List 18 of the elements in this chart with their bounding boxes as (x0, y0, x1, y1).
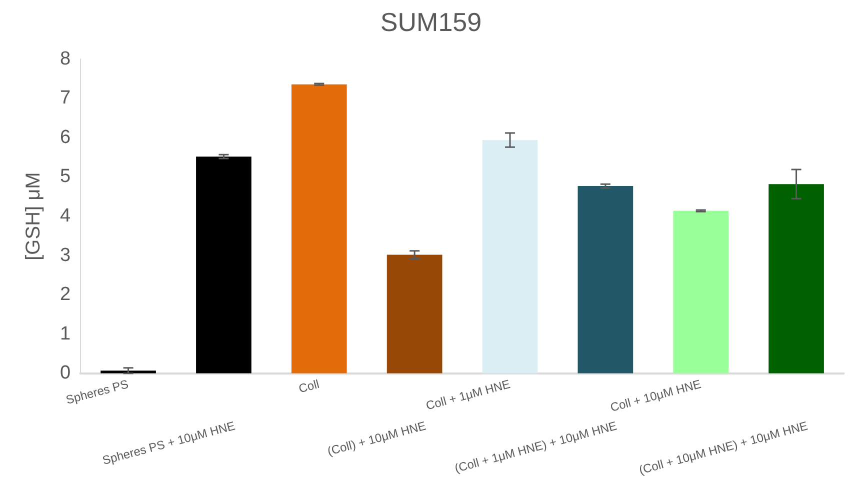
x-tick-label: (Coll + 1μM HNE) + 10μM HNE (453, 418, 618, 476)
x-tick-label: (Coll + 10μM HNE) + 10μM HNE (638, 418, 810, 478)
x-tick-label: (Coll) + 10μM HNE (326, 418, 428, 458)
chart-title: SUM159 (380, 6, 482, 37)
y-axis-title: [GSH] μM (22, 172, 45, 260)
y-tick-label: 1 (60, 323, 71, 344)
y-tick-label: 8 (60, 48, 71, 70)
y-tick-label: 3 (60, 244, 71, 266)
y-tick-label: 4 (60, 206, 71, 227)
y-tick-label: 5 (60, 166, 71, 188)
y-tick-label: 7 (60, 88, 71, 109)
y-tick-label: 6 (60, 126, 71, 148)
x-tick-label: Coll + 10μM HNE (608, 376, 702, 415)
x-tick-label: Coll + 1μM HNE (424, 376, 512, 413)
y-tick-label: 2 (60, 284, 71, 306)
x-tick-label: Spheres PS + 10μM HNE (100, 418, 237, 468)
y-tick-label: 0 (60, 362, 71, 384)
x-tick-label: Coll (297, 376, 321, 396)
